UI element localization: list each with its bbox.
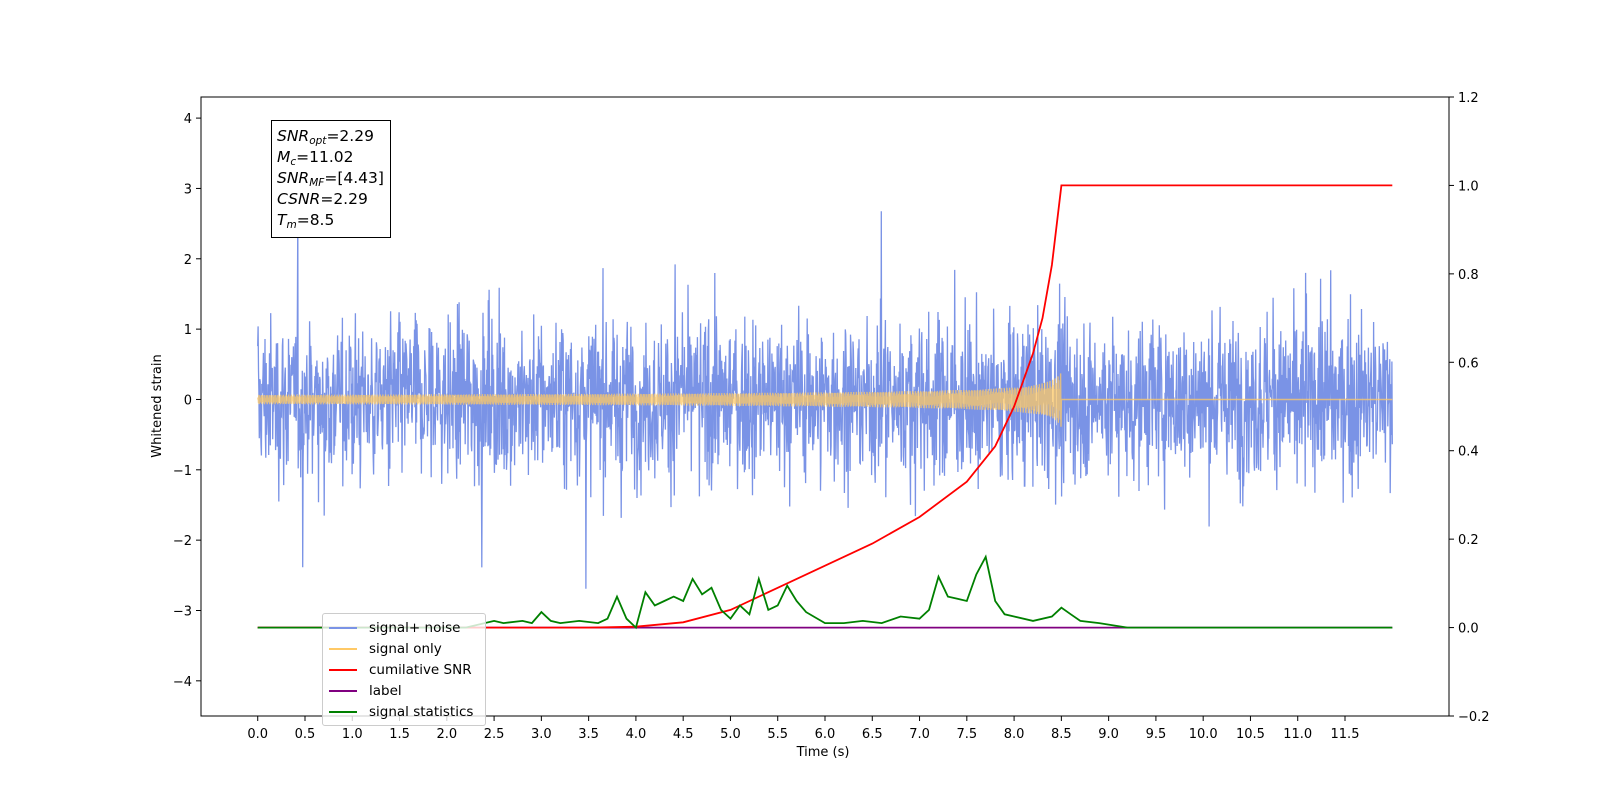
legend-item: signal+ noise [329, 617, 485, 638]
snr-opt-line: SNRopt=2.29 [277, 126, 384, 147]
annotation-box: SNRopt=2.29 Mc=11.02 SNRMF=[4.43] CSNR=2… [271, 120, 391, 238]
x-tick-label: 6.0 [815, 727, 836, 742]
tm-value: =8.5 [296, 211, 335, 229]
snr-mf-value: =[4.43] [324, 169, 384, 187]
legend-label: signal+ noise [369, 619, 461, 636]
series-signal-only [257, 373, 1393, 427]
x-tick-label: 8.5 [1051, 727, 1072, 742]
mc-line: Mc=11.02 [277, 147, 384, 168]
x-tick-label: 10.5 [1236, 727, 1265, 742]
x-tick-label: 5.0 [720, 727, 741, 742]
x-tick-label: 5.5 [767, 727, 788, 742]
y-tick-label: −4 [173, 675, 192, 690]
x-tick-label: 0.5 [295, 727, 316, 742]
y-tick-label: −3 [173, 604, 192, 619]
x-axis-label: Time (s) [796, 745, 850, 760]
legend-item: cumilative SNR [329, 659, 485, 680]
y2-tick-label: 0.2 [1458, 533, 1479, 548]
x-tick-label: 4.5 [673, 727, 694, 742]
csnr-label: CSNR [277, 190, 321, 208]
x-tick-label: 10.0 [1189, 727, 1218, 742]
y-tick-label: 2 [184, 253, 192, 268]
legend-swatch [329, 647, 357, 650]
x-tick-label: 2.5 [484, 727, 505, 742]
snr-opt-label: SNR [277, 127, 310, 145]
x-tick-label: 2.0 [436, 727, 457, 742]
x-tick-label: 3.0 [531, 727, 552, 742]
y2-tick-label: 0.4 [1458, 445, 1479, 460]
legend-item: label [329, 680, 485, 701]
mc-label: M [277, 148, 291, 166]
y2-tick-label: 0.8 [1458, 268, 1479, 283]
y-tick-label: 4 [184, 112, 192, 127]
y2-tick-label: 1.0 [1458, 179, 1479, 194]
series-signal-noise [257, 211, 1393, 589]
x-tick-label: 6.5 [862, 727, 883, 742]
legend-item: signal statistics [329, 701, 485, 722]
csnr-line: CSNR=2.29 [277, 189, 384, 210]
x-tick-label: 4.0 [626, 727, 647, 742]
y2-tick-label: 0.0 [1458, 622, 1479, 637]
y2-tick-label: 1.2 [1458, 91, 1479, 106]
x-tick-label: 7.5 [956, 727, 977, 742]
x-tick-label: 1.0 [342, 727, 363, 742]
x-tick-label: 8.0 [1004, 727, 1025, 742]
y-tick-label: 0 [184, 393, 192, 408]
x-tick-label: 9.0 [1098, 727, 1119, 742]
x-tick-label: 11.0 [1283, 727, 1312, 742]
y2-tick-label: −0.2 [1458, 710, 1490, 725]
y-tick-label: −1 [173, 464, 192, 479]
legend-swatch [329, 710, 357, 713]
x-tick-label: 9.5 [1146, 727, 1167, 742]
y-tick-label: 1 [184, 323, 192, 338]
y-tick-label: −2 [173, 534, 192, 549]
snr-opt-value: =2.29 [326, 127, 374, 145]
axes-layer: 0.0 0.5 1.0 1.5 2.0 2.5 3.0 3.5 4.0 4.5 5.0 5.5 6.0 6… [173, 91, 1490, 742]
series-signal-statistics [257, 554, 1393, 630]
snr-mf-line: SNRMF=[4.43] [277, 168, 384, 189]
legend-swatch [329, 689, 357, 692]
snr-opt-sub: opt [309, 135, 327, 147]
legend-label: signal only [369, 640, 442, 657]
x-tick-label: 0.0 [247, 727, 268, 742]
legend-item: signal only [329, 638, 485, 659]
legend: signal+ noise signal only cumilative SNR… [322, 613, 486, 726]
y-tick-label: 3 [184, 182, 192, 197]
tm-sub: m [286, 219, 297, 231]
tm-label: T [277, 211, 287, 229]
mc-value: =11.02 [296, 148, 354, 166]
y-axis-label: Whitened strain [150, 354, 165, 457]
legend-swatch [329, 668, 357, 671]
series-cumulative-snr [257, 184, 1393, 629]
snr-mf-label: SNR [277, 169, 310, 187]
legend-label: cumilative SNR [369, 661, 472, 678]
csnr-value: =2.29 [320, 190, 368, 208]
legend-label: label [369, 682, 402, 699]
x-tick-label: 11.5 [1331, 727, 1360, 742]
y2-tick-label: 0.6 [1458, 356, 1479, 371]
legend-label: signal statistics [369, 703, 474, 720]
tm-line: Tm=8.5 [277, 210, 384, 231]
mc-sub: c [290, 156, 297, 168]
x-tick-label: 7.0 [909, 727, 930, 742]
x-tick-label: 3.5 [578, 727, 599, 742]
legend-swatch [329, 626, 357, 629]
x-tick-label: 1.5 [389, 727, 410, 742]
snr-mf-sub: MF [309, 177, 325, 189]
